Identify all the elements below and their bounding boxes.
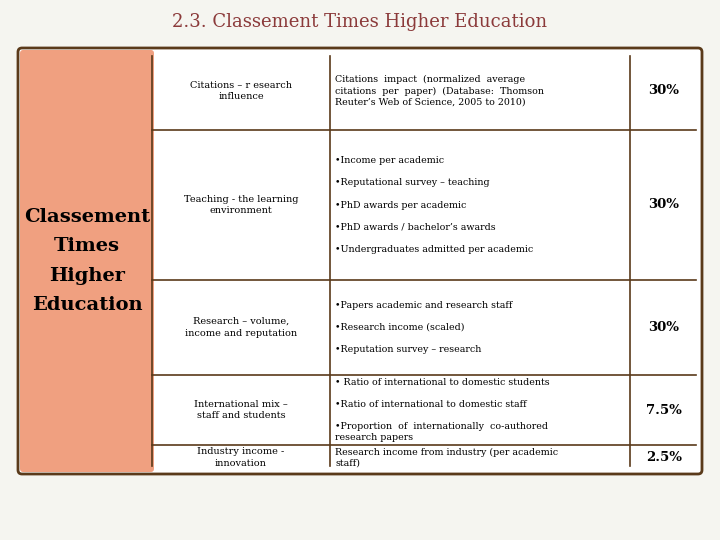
Text: 30%: 30% <box>649 84 680 98</box>
Text: Research income from industry (per academic
staff): Research income from industry (per acade… <box>335 447 558 468</box>
FancyBboxPatch shape <box>20 50 154 472</box>
Text: 2.3. Classement Times Higher Education: 2.3. Classement Times Higher Education <box>172 13 548 31</box>
Text: Industry income -
innovation: Industry income - innovation <box>197 447 284 468</box>
Text: Citations  impact  (normalized  average
citations  per  paper)  (Database:  Thom: Citations impact (normalized average cit… <box>335 75 544 107</box>
Text: •Papers academic and research staff

•Research income (scaled)

•Reputation surv: •Papers academic and research staff •Res… <box>335 301 513 354</box>
Text: International mix –
staff and students: International mix – staff and students <box>194 400 288 421</box>
Text: Research – volume,
income and reputation: Research – volume, income and reputation <box>185 317 297 338</box>
Text: 30%: 30% <box>649 199 680 212</box>
Text: •Income per academic

•Reputational survey – teaching

•PhD awards per academic
: •Income per academic •Reputational surve… <box>335 156 534 254</box>
Text: 2.5%: 2.5% <box>646 451 682 464</box>
Text: Citations – r esearch
influence: Citations – r esearch influence <box>190 80 292 102</box>
Text: • Ratio of international to domestic students

•Ratio of international to domest: • Ratio of international to domestic stu… <box>335 378 549 442</box>
Text: Teaching - the learning
environment: Teaching - the learning environment <box>184 194 298 215</box>
Text: Classement
Times
Higher
Education: Classement Times Higher Education <box>24 208 150 314</box>
FancyBboxPatch shape <box>18 48 702 474</box>
Text: 30%: 30% <box>649 321 680 334</box>
Text: 7.5%: 7.5% <box>646 403 682 416</box>
